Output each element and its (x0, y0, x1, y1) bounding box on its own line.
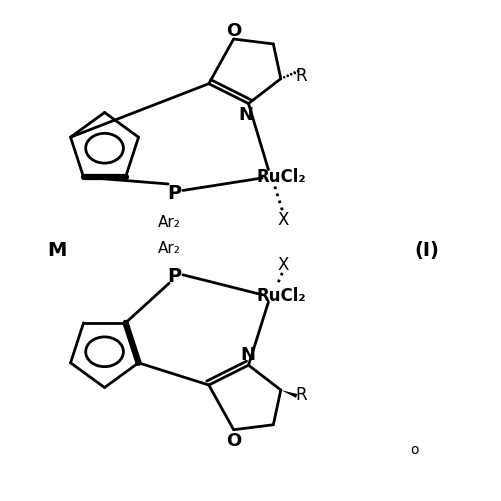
Text: P: P (167, 267, 181, 286)
Text: X: X (277, 256, 289, 274)
Text: o: o (410, 442, 418, 456)
Polygon shape (280, 390, 297, 398)
Text: RuCl₂: RuCl₂ (257, 167, 306, 185)
Text: Ar₂: Ar₂ (157, 215, 180, 230)
Text: P: P (167, 184, 181, 203)
Text: X: X (277, 211, 289, 229)
Text: R: R (295, 67, 307, 85)
Text: M: M (48, 241, 67, 260)
Text: (I): (I) (414, 241, 439, 260)
Text: Ar₂: Ar₂ (157, 240, 180, 255)
Text: O: O (225, 22, 241, 40)
Text: O: O (225, 431, 241, 449)
Text: R: R (295, 385, 307, 403)
Text: RuCl₂: RuCl₂ (257, 286, 306, 304)
Text: N: N (239, 346, 255, 364)
Text: N: N (238, 106, 253, 124)
